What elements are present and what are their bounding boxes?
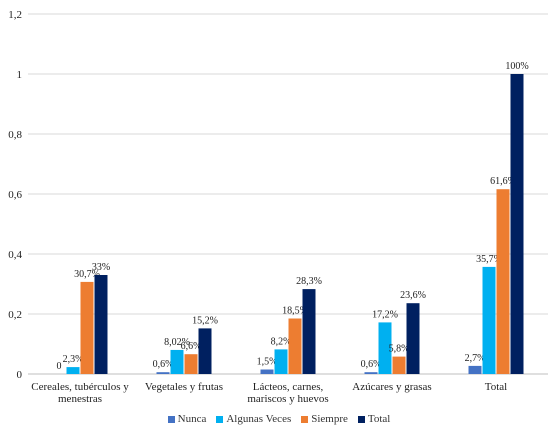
category-label: menestras bbox=[58, 393, 102, 405]
bar-siempre bbox=[496, 189, 510, 374]
y-tick-label: 1 bbox=[17, 69, 23, 81]
bar-siempre bbox=[392, 356, 406, 374]
category-label: Azúcares y grasas bbox=[352, 381, 431, 393]
chart-legend: Nunca Algunas Veces Siempre Total bbox=[0, 413, 558, 425]
data-label: 2,7% bbox=[465, 353, 486, 364]
data-label: 8,02% bbox=[164, 337, 190, 348]
data-label: 28,3% bbox=[296, 276, 322, 287]
data-label: 2,3% bbox=[63, 354, 84, 365]
bar-algunas-veces bbox=[66, 367, 80, 374]
data-label: 0 bbox=[57, 361, 62, 372]
legend-swatch-total bbox=[357, 415, 365, 423]
legend-item-total: Total bbox=[357, 413, 391, 425]
y-tick-label: 0,2 bbox=[8, 309, 22, 321]
data-label: 5,8% bbox=[389, 344, 410, 355]
bar-chart: 00,20,40,60,811,202,3%30,7%33%Cereales, … bbox=[8, 9, 548, 405]
bar-nunca bbox=[260, 369, 274, 374]
data-label: 33% bbox=[92, 262, 110, 273]
y-tick-label: 1,2 bbox=[8, 9, 22, 21]
bar-nunca bbox=[364, 372, 378, 374]
legend-item-siempre: Siempre bbox=[301, 413, 348, 425]
legend-swatch-siempre bbox=[301, 415, 309, 423]
legend-label-nunca: Nunca bbox=[177, 413, 207, 425]
legend-swatch-algunas-veces bbox=[216, 415, 224, 423]
category-label: Vegetales y frutas bbox=[145, 381, 223, 393]
y-tick-label: 0 bbox=[17, 369, 23, 381]
data-label: 0,6% bbox=[153, 359, 174, 370]
legend-label-siempre: Siempre bbox=[311, 413, 348, 425]
bar-nunca bbox=[156, 372, 170, 374]
category-label: Cereales, tubérculos y bbox=[31, 381, 129, 393]
data-label: 61,6% bbox=[490, 176, 516, 187]
bar-algunas-veces bbox=[378, 322, 392, 374]
category-label: Lácteos, carnes, bbox=[253, 381, 324, 393]
data-label: 35,7% bbox=[476, 254, 502, 265]
data-label: 15,2% bbox=[192, 315, 218, 326]
data-label: 17,2% bbox=[372, 309, 398, 320]
bar-siempre bbox=[184, 354, 198, 374]
data-label: 1,5% bbox=[257, 357, 278, 368]
legend-item-nunca: Nunca bbox=[167, 413, 207, 425]
y-tick-label: 0,4 bbox=[8, 249, 22, 261]
bar-total bbox=[510, 74, 524, 374]
category-label: mariscos y huevos bbox=[247, 393, 328, 405]
bar-total bbox=[302, 289, 316, 374]
bar-siempre bbox=[288, 318, 302, 374]
category-label: Total bbox=[485, 381, 507, 393]
bar-algunas-veces bbox=[170, 349, 184, 374]
bar-siempre bbox=[80, 281, 94, 374]
bar-total bbox=[198, 328, 212, 374]
y-tick-label: 0,8 bbox=[8, 129, 22, 141]
bar-algunas-veces bbox=[274, 349, 288, 374]
legend-label-algunas-veces: Algunas Veces bbox=[226, 413, 292, 425]
data-label: 30,7% bbox=[74, 269, 100, 280]
legend-item-algunas-veces: Algunas Veces bbox=[216, 413, 291, 425]
bar-total bbox=[406, 303, 420, 374]
bar-algunas-veces bbox=[482, 266, 496, 374]
legend-swatch-nunca bbox=[167, 415, 175, 423]
data-label: 23,6% bbox=[400, 290, 426, 301]
data-label: 18,5% bbox=[282, 306, 308, 317]
bar-nunca bbox=[468, 365, 482, 374]
y-tick-label: 0,6 bbox=[8, 189, 22, 201]
data-label: 8,2% bbox=[271, 336, 292, 347]
bar-total bbox=[94, 275, 108, 374]
legend-label-total: Total bbox=[367, 413, 391, 425]
data-label: 6,6% bbox=[181, 341, 202, 352]
data-label: 0,6% bbox=[361, 359, 382, 370]
data-label: 100% bbox=[505, 61, 528, 72]
